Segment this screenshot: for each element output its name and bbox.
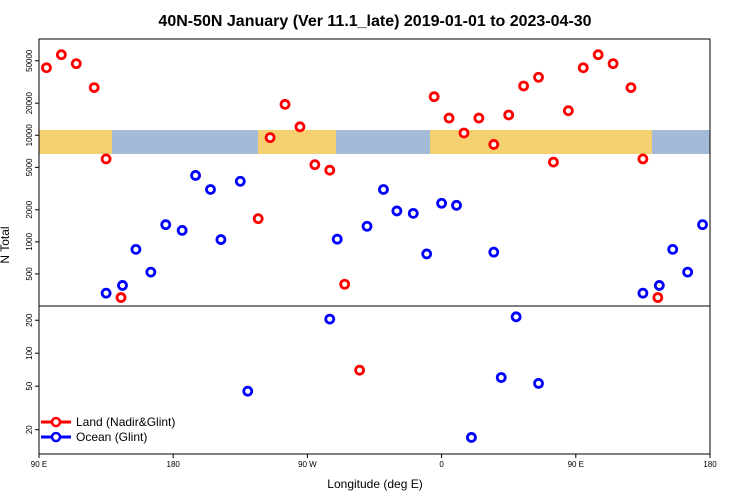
land-point xyxy=(70,58,82,70)
land-point xyxy=(41,62,52,74)
y-tick-label: 5000 xyxy=(25,158,34,176)
ocean-point xyxy=(391,205,403,217)
y-axis-label: N Total xyxy=(0,226,12,263)
land-point xyxy=(473,112,485,124)
ocean-point xyxy=(130,243,142,255)
land-point xyxy=(309,159,321,171)
y-tick-label: 50 xyxy=(25,381,34,390)
land-point xyxy=(518,80,530,92)
land-point xyxy=(294,121,306,133)
ocean-point xyxy=(653,280,665,291)
land-point xyxy=(488,139,500,150)
y-tick-label: 500 xyxy=(25,267,34,281)
land-point xyxy=(503,109,515,121)
land-point xyxy=(533,71,544,83)
land-point xyxy=(562,105,574,117)
ocean-point xyxy=(378,184,389,195)
land-point xyxy=(592,49,604,61)
y-tick-label: 100 xyxy=(25,346,34,360)
land-point xyxy=(339,278,351,290)
lower-plot-frame xyxy=(38,305,711,455)
ocean-point xyxy=(190,170,201,181)
ocean-point xyxy=(682,266,694,278)
y-tick-label: 50000 xyxy=(25,49,34,72)
x-tick-label: 90 E xyxy=(31,460,47,469)
ocean-point xyxy=(215,234,227,245)
land-point xyxy=(279,98,291,110)
land-point xyxy=(88,82,100,93)
land-point xyxy=(354,364,365,376)
land-point xyxy=(100,153,112,165)
chart-title: 40N-50N January (Ver 11.1_late) 2019-01-… xyxy=(158,13,591,30)
ocean-point xyxy=(637,287,649,299)
land-point xyxy=(55,49,67,61)
land-point xyxy=(428,91,440,103)
ocean-point xyxy=(697,219,708,231)
ocean-point xyxy=(361,220,373,232)
land-point xyxy=(548,156,559,168)
land-point xyxy=(443,112,455,124)
ocean-point xyxy=(421,248,433,260)
ocean-point xyxy=(100,287,112,299)
land-point xyxy=(252,213,264,225)
upper-panel: 500 1000 2000 5000 10000 20000 50000 xyxy=(25,38,711,307)
ocean-point xyxy=(324,313,336,325)
legend-ocean-label: Ocean (Glint) xyxy=(76,430,147,444)
ocean-point xyxy=(466,432,477,443)
y-tick-label: 20000 xyxy=(25,91,34,114)
x-tick-label: 90 E xyxy=(568,460,584,469)
land-point xyxy=(607,58,619,70)
y-tick-label: 1000 xyxy=(25,232,34,250)
ocean-point xyxy=(667,243,679,255)
x-tick-label: 0 xyxy=(439,460,444,469)
x-tick-label: 180 xyxy=(703,460,717,469)
x-tick-label: 90 W xyxy=(298,460,317,469)
ocean-point xyxy=(451,199,462,211)
lower-panel: 20 50 100 200 xyxy=(25,305,711,455)
ocean-point xyxy=(176,225,188,236)
land-point xyxy=(264,132,276,144)
ocean-point xyxy=(145,266,157,278)
ocean-point xyxy=(205,184,216,195)
upper-plot-frame xyxy=(38,38,711,307)
ocean-point xyxy=(488,246,500,258)
y-tick-label: 20 xyxy=(25,425,34,434)
legend-ocean-marker xyxy=(50,431,62,443)
ocean-point xyxy=(117,280,128,291)
legend-land-marker xyxy=(50,416,62,428)
y-tick-label: 2000 xyxy=(25,200,34,218)
land-point xyxy=(324,164,336,176)
ocean-point xyxy=(242,385,254,397)
ocean-point xyxy=(436,197,448,209)
land-mass-0 xyxy=(39,130,112,154)
land-point xyxy=(115,292,127,303)
ocean-point xyxy=(331,233,343,245)
x-axis-label: Longitude (deg E) xyxy=(327,477,422,491)
ocean-point xyxy=(533,377,544,389)
ocean-point xyxy=(234,175,246,187)
ocean-point xyxy=(510,311,522,323)
ocean-point xyxy=(160,219,172,231)
map-background xyxy=(39,130,710,154)
ocean-point xyxy=(495,372,507,383)
land-point xyxy=(625,82,637,93)
land-point xyxy=(458,127,470,139)
legend-land-label: Land (Nadir&Glint) xyxy=(76,415,175,429)
land-point xyxy=(637,153,649,165)
land-point xyxy=(652,292,664,303)
y-tick-label: 10000 xyxy=(25,124,34,147)
ocean-point xyxy=(407,207,419,219)
x-tick-label: 180 xyxy=(167,460,181,469)
legend: Land (Nadir&Glint) Ocean (Glint) xyxy=(41,415,175,444)
y-tick-label: 200 xyxy=(25,313,34,327)
land-point xyxy=(577,62,589,74)
